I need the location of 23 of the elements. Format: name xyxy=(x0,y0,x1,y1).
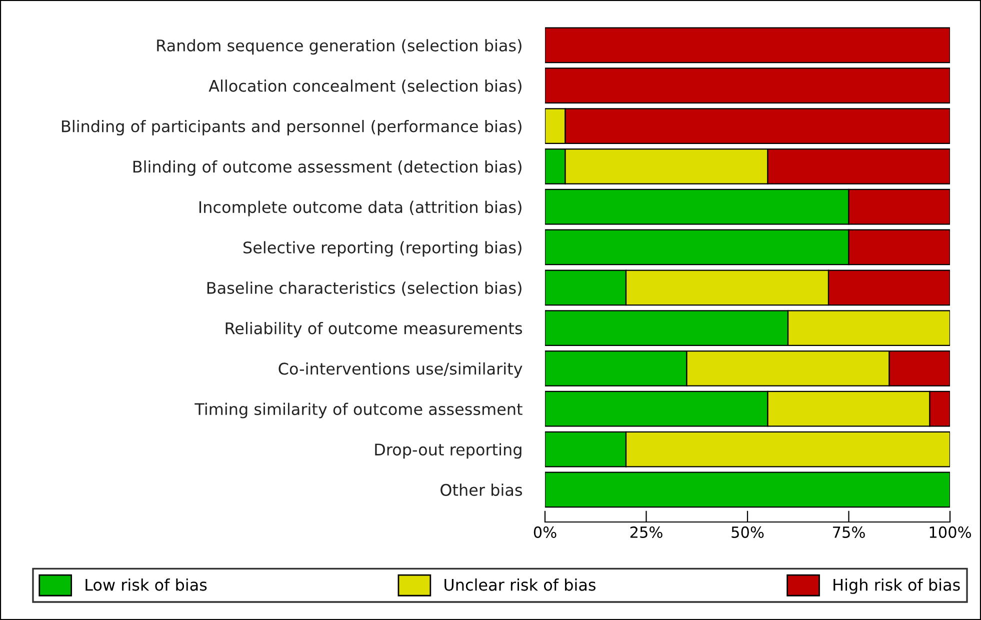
x-tick-label: 0% xyxy=(534,526,556,538)
y-tick-label: Blinding of participants and personnel (performance bias) xyxy=(62,120,522,136)
bar xyxy=(545,472,950,508)
x-tick-label: 25% xyxy=(630,526,662,538)
y-tick-label: Selective reporting (reporting bias) xyxy=(244,241,522,257)
x-tick-label: 75% xyxy=(833,526,865,538)
y-tick-label: Incomplete outcome data (attrition bias) xyxy=(199,200,522,216)
y-tick-label: Allocation concealment (selection bias) xyxy=(208,80,522,94)
bar xyxy=(545,68,950,104)
y-tick-label: Drop-out reporting xyxy=(375,443,522,459)
legend-label: High risk of bias xyxy=(834,578,960,594)
legend-label: Low risk of bias xyxy=(86,578,207,591)
y-tick-label: Baseline characteristics (selection bias) xyxy=(207,282,522,296)
x-tick-label: 50% xyxy=(732,526,764,538)
y-tick-label: Random sequence generation (selection bias) xyxy=(157,39,522,55)
y-tick-label: Blinding of outcome assessment (detection bias) xyxy=(133,160,522,176)
legend-label: Unclear risk of bias xyxy=(444,578,596,591)
y-tick-label: Timing similarity of outcome assessment xyxy=(194,402,522,418)
y-tick-label: Other bias xyxy=(440,484,522,496)
x-tick-label: 100% xyxy=(930,526,971,538)
bar xyxy=(545,27,950,64)
y-tick-label: Reliability of outcome measurements xyxy=(226,322,522,338)
y-tick-label: Co-interventions use/similarity xyxy=(278,362,522,378)
